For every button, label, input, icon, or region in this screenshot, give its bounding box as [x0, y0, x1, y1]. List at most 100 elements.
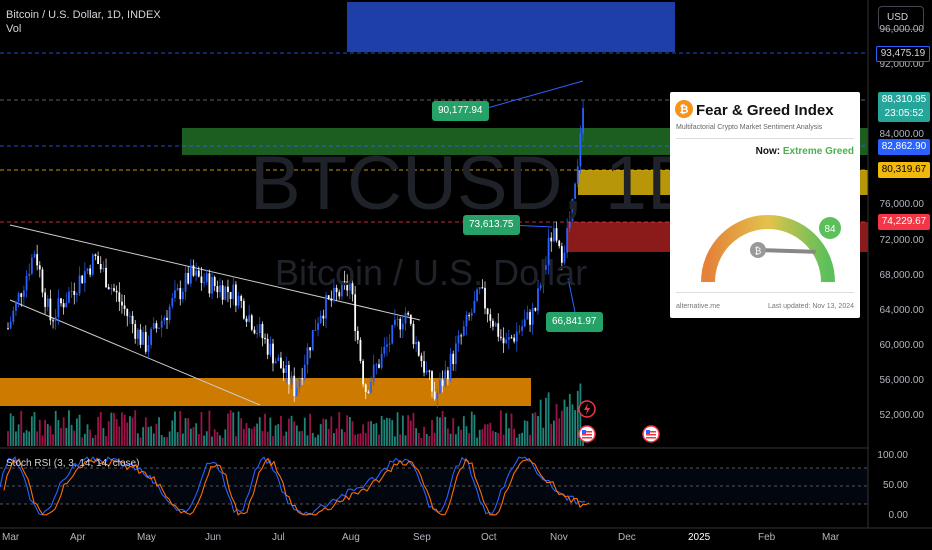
volume-bar	[401, 415, 404, 446]
fear-greed-subtitle: Multifactorial Crypto Market Sentiment A…	[676, 124, 823, 131]
volume-bar	[335, 428, 338, 446]
volume-bar	[235, 436, 237, 446]
now-label: Now:	[755, 146, 781, 157]
volume-bar	[295, 425, 298, 446]
candle-body	[266, 338, 269, 355]
price-axis-label: 64,000.00	[879, 304, 925, 316]
candle-body	[370, 381, 372, 393]
volume-bar	[526, 420, 529, 446]
flash-icon[interactable]	[578, 400, 596, 418]
candle-body	[492, 320, 494, 327]
candle-body	[425, 370, 428, 373]
candle-body	[452, 353, 455, 365]
volume-bar	[205, 431, 208, 446]
candle-countdown: 23:05:52	[878, 106, 930, 122]
volume-bar	[282, 435, 285, 446]
volume-bar	[404, 435, 407, 446]
volume-bar	[375, 423, 378, 446]
candle-body	[192, 265, 195, 276]
candle-body	[322, 315, 325, 319]
candle-body	[205, 273, 208, 283]
symbol-line[interactable]: Bitcoin / U.S. Dollar, 1D, INDEX	[6, 9, 161, 21]
currency-button[interactable]: USD	[878, 6, 924, 30]
candle-body	[388, 343, 391, 345]
volume-bar	[126, 422, 129, 446]
volume-bar	[500, 410, 502, 446]
volume-bar	[168, 431, 171, 446]
stoch-rsi-label[interactable]: Stoch RSI (3, 3, 14, 14, close)	[6, 458, 140, 469]
volume-bar	[423, 426, 425, 446]
volume-bar	[25, 430, 28, 446]
volume-bar	[232, 412, 235, 446]
volume-bar	[439, 417, 441, 446]
volume-bar	[454, 434, 457, 446]
candle-body	[107, 287, 110, 290]
candle-body	[507, 337, 510, 340]
volume-bar	[386, 417, 388, 446]
candle-body	[454, 343, 457, 365]
candle-body	[110, 288, 113, 290]
candle-body	[184, 272, 187, 292]
candle-body	[523, 319, 526, 327]
volume-bar	[277, 424, 280, 446]
candle-body	[409, 314, 412, 324]
candle-body	[378, 364, 380, 368]
volume-bar	[420, 437, 423, 446]
candle-body	[168, 306, 171, 321]
volume-bar	[33, 412, 36, 446]
us-flag-event-icon[interactable]	[578, 425, 596, 443]
volume-bar	[97, 416, 99, 446]
candle-body	[139, 329, 142, 345]
candle-body	[394, 319, 396, 325]
volume-bar	[242, 428, 245, 446]
low-price-label: 66,841.97	[546, 312, 603, 332]
candle-body	[510, 337, 513, 339]
bitcoin-icon: ₿	[675, 100, 693, 118]
volume-bar	[407, 415, 410, 446]
time-axis-label: Nov	[550, 532, 568, 543]
volume-bar	[537, 415, 539, 446]
gauge-bitcoin-icon: ₿	[755, 246, 762, 257]
volume-bar	[68, 410, 70, 446]
candle-body	[380, 353, 383, 368]
candle-body	[41, 269, 44, 293]
candle-body	[553, 228, 555, 242]
volume-bar	[179, 410, 182, 446]
volume-bar	[539, 399, 542, 446]
candle-body	[83, 271, 86, 284]
vol-label[interactable]: Vol	[6, 23, 22, 35]
candle-body	[407, 312, 410, 315]
volume-bar	[110, 412, 113, 446]
candle-body	[354, 294, 357, 331]
rsi-axis-label: 50.00	[882, 480, 908, 491]
candle-body	[338, 292, 341, 297]
candle-body	[176, 288, 179, 291]
price-axis-label: 72,000.00	[879, 234, 925, 246]
candle-body	[441, 380, 444, 386]
volume-bar	[134, 410, 137, 446]
candle-body	[150, 328, 152, 345]
candle-body	[30, 257, 33, 274]
us-flag-event-icon-future[interactable]	[642, 425, 660, 443]
volume-bar	[91, 437, 94, 446]
candle-body	[52, 320, 54, 322]
volume-bar	[338, 412, 341, 446]
volume-bar	[476, 437, 478, 446]
candle-body	[256, 333, 258, 335]
symbol-legend[interactable]: Bitcoin / U.S. Dollar, 1D, INDEX Vol	[6, 8, 161, 36]
fear-greed-title: Fear & Greed Index	[696, 102, 834, 119]
candle-body	[301, 378, 304, 380]
candle-body	[253, 329, 256, 334]
candle-body	[91, 254, 94, 275]
candle-body	[17, 293, 20, 302]
volume-bar	[264, 413, 266, 446]
candle-body	[258, 324, 261, 334]
candle-body	[433, 391, 436, 400]
candle-body	[288, 364, 290, 385]
volume-bar	[23, 432, 25, 446]
volume-bar	[473, 414, 476, 446]
candle-body	[293, 375, 296, 396]
candle-body	[54, 316, 57, 321]
volume-bar	[433, 432, 436, 446]
